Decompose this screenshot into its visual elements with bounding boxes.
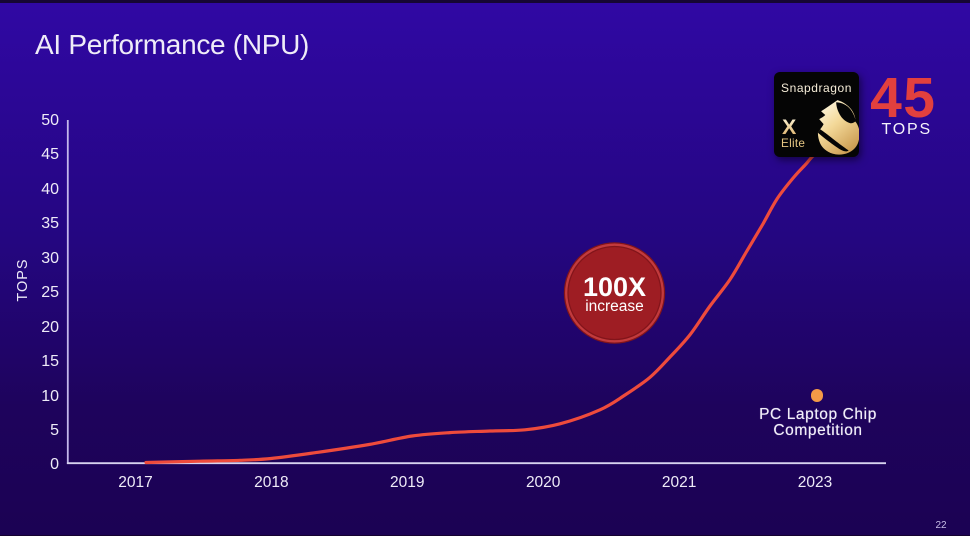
svg-text:increase: increase [585, 298, 644, 315]
svg-text:100X: 100X [583, 272, 646, 302]
